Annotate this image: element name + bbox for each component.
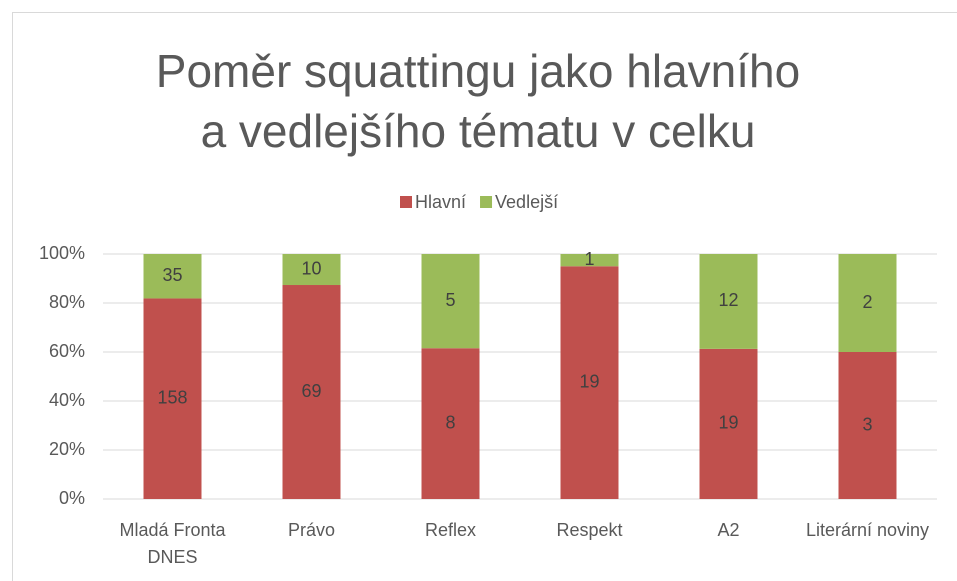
bar-segment [699, 348, 758, 499]
y-tick-label: 20% [49, 439, 85, 459]
bar-segment [560, 254, 619, 267]
bar-segment [421, 348, 480, 499]
x-tick-label: A2 [717, 520, 740, 540]
legend-label: Vedlejší [495, 192, 558, 212]
data-label: 2 [862, 292, 872, 312]
bar-segment [560, 266, 619, 499]
bar-segment [143, 254, 202, 299]
data-label: 35 [162, 265, 182, 285]
chart-title: Poměr squattingu jako hlavního a vedlejší… [156, 45, 800, 157]
bar-segment [838, 352, 897, 499]
x-tick-label: Reflex [424, 520, 477, 540]
y-tick-label: 40% [49, 390, 85, 410]
data-label: 5 [445, 290, 455, 310]
data-label: 19 [579, 371, 599, 391]
legend-swatch [400, 196, 412, 208]
data-label: 1 [584, 249, 594, 269]
data-label: 8 [445, 412, 455, 432]
data-label: 10 [301, 258, 321, 278]
y-tick-label: 0% [59, 488, 85, 508]
y-tick-label: 100% [39, 243, 85, 263]
data-label: 3 [862, 414, 872, 434]
x-tick-label: Mladá Fronta DNES [119, 520, 226, 567]
y-tick-label: 60% [49, 341, 85, 361]
legend-label: Hlavní [415, 192, 466, 212]
x-tick-label: Respekt [556, 520, 623, 540]
bar-segment [282, 285, 341, 499]
bar-segment [143, 298, 202, 499]
bar-segment [282, 254, 341, 286]
bar-segment [838, 254, 897, 352]
y-tick-label: 80% [49, 292, 85, 312]
data-label: 19 [718, 413, 738, 433]
data-label: 158 [157, 387, 187, 407]
x-tick-label: Literární noviny [805, 520, 930, 540]
data-label: 12 [718, 290, 738, 310]
x-tick-label: Právo [287, 520, 336, 540]
bar-segment [421, 254, 480, 349]
data-label: 69 [301, 381, 321, 401]
bar-segment [699, 254, 758, 349]
chart-border [12, 12, 957, 581]
legend-swatch [480, 196, 493, 208]
